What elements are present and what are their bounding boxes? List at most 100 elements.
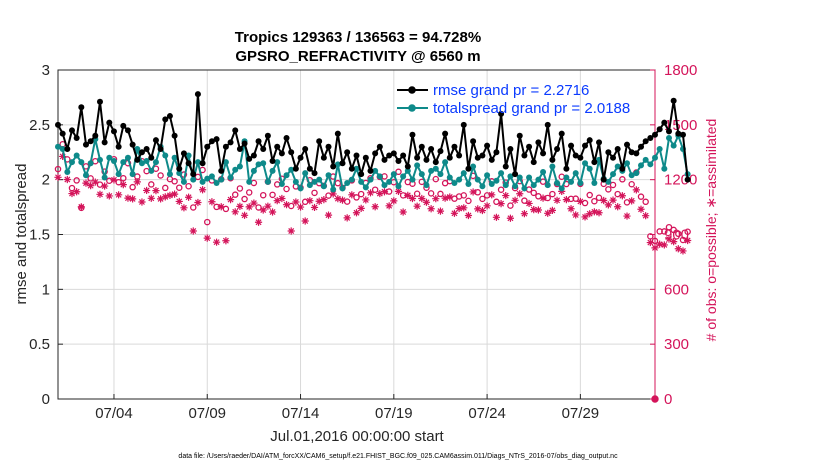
rmse-point bbox=[670, 97, 677, 104]
obs-possible-marker bbox=[497, 186, 505, 193]
rmse-point bbox=[59, 130, 66, 137]
rmse-point bbox=[437, 148, 444, 155]
obs-possible-marker bbox=[241, 195, 248, 203]
obs-assimilated-marker bbox=[63, 175, 71, 184]
totalspread-point bbox=[185, 152, 192, 159]
obs-assimilated-marker bbox=[511, 196, 519, 204]
rmse-point bbox=[213, 136, 220, 143]
rmse-point bbox=[106, 119, 113, 126]
obs-assimilated-marker bbox=[59, 152, 67, 161]
obs-possible-marker bbox=[301, 198, 309, 206]
obs-assimilated-marker bbox=[124, 194, 132, 202]
rmse-point bbox=[684, 176, 691, 183]
rmse-point bbox=[92, 132, 99, 139]
y-tick-label-right: 600 bbox=[664, 281, 689, 298]
legend: rmse grand pr = 2.2716 totalspread grand… bbox=[397, 82, 630, 117]
obs-possible-marker bbox=[661, 228, 668, 235]
obs-assimilated-marker bbox=[240, 211, 249, 219]
totalspread-point bbox=[432, 165, 439, 172]
rmse-point bbox=[479, 152, 486, 159]
rmse-line bbox=[57, 93, 689, 181]
rmse-point bbox=[236, 145, 243, 152]
obs-possible-marker bbox=[120, 174, 127, 182]
x-tick-label: 07/09 bbox=[188, 405, 226, 422]
y-axis-label-left: rmse and totalspread bbox=[13, 164, 30, 305]
obs-possible-marker bbox=[162, 184, 169, 192]
y-tick-label-left: 1 bbox=[42, 281, 50, 298]
obs-possible-marker bbox=[334, 179, 342, 187]
rmse-point bbox=[68, 127, 75, 134]
legend-marker-spread bbox=[408, 104, 416, 112]
obs-assimilated-marker bbox=[77, 203, 85, 211]
obs-possible-marker bbox=[605, 186, 612, 193]
obs-assimilated-marker bbox=[530, 206, 538, 214]
obs-assimilated-marker bbox=[147, 194, 155, 202]
rmse-point bbox=[558, 130, 565, 137]
obs-assimilated-marker bbox=[282, 201, 291, 209]
obs-assimilated-marker bbox=[544, 209, 552, 217]
rmse-point bbox=[516, 132, 523, 139]
totalspread-point bbox=[665, 134, 672, 141]
obs-possible-marker bbox=[647, 233, 654, 240]
rmse-point bbox=[204, 143, 211, 150]
obs-assimilated-marker bbox=[161, 193, 169, 201]
obs-assimilated-marker bbox=[352, 209, 361, 217]
obs-assimilated-marker bbox=[595, 209, 603, 217]
obs-assimilated-marker bbox=[292, 198, 300, 206]
totalspread-point bbox=[194, 159, 201, 166]
totalspread-point bbox=[521, 185, 528, 192]
totalspread-point bbox=[656, 145, 663, 152]
obs-assimilated-marker bbox=[101, 182, 109, 190]
x-axis: 07/04 07/09 07/14 07/19 07/24 07/29 bbox=[95, 394, 599, 422]
rmse-point bbox=[400, 152, 407, 159]
totalspread-point bbox=[577, 179, 584, 186]
rmse-point bbox=[362, 154, 369, 161]
y-tick-label-left: 1.5 bbox=[29, 227, 50, 244]
obs-possible-marker bbox=[106, 177, 113, 185]
obs-possible-marker bbox=[190, 204, 197, 211]
rmse-point bbox=[171, 132, 178, 139]
rmse-point bbox=[395, 158, 402, 165]
obs-possible-marker bbox=[395, 168, 402, 176]
totalspread-point bbox=[670, 142, 677, 149]
totalspread-point bbox=[171, 154, 178, 161]
rmse-point bbox=[185, 160, 192, 167]
totalspread-point bbox=[274, 159, 281, 166]
rmse-point bbox=[568, 142, 575, 149]
totalspread-point bbox=[437, 171, 444, 178]
totalspread-point bbox=[138, 160, 145, 167]
obs-possible-marker bbox=[427, 190, 435, 197]
obs-possible-marker bbox=[176, 184, 183, 191]
rmse-point bbox=[451, 143, 458, 150]
rmse-point bbox=[638, 143, 645, 150]
obs-assimilated-marker bbox=[87, 182, 95, 190]
totalspread-point bbox=[605, 178, 612, 185]
rmse-point bbox=[311, 170, 318, 177]
totalspread-point bbox=[582, 160, 589, 167]
x-tick-label: 07/24 bbox=[468, 405, 506, 422]
totalspread-point bbox=[260, 160, 267, 167]
y-tick-label-right: 300 bbox=[664, 336, 689, 353]
obs-possible-marker bbox=[460, 192, 468, 199]
totalspread-point bbox=[381, 182, 388, 189]
totalspread-point bbox=[227, 174, 234, 181]
rmse-point bbox=[521, 152, 528, 159]
obs-possible-marker bbox=[619, 176, 626, 183]
obs-assimilated-marker bbox=[581, 213, 589, 221]
totalspread-point bbox=[530, 182, 537, 189]
rmse-point bbox=[577, 154, 584, 161]
obs-assimilated-marker bbox=[418, 194, 426, 203]
rmse-point bbox=[250, 152, 257, 159]
obs-assimilated-marker bbox=[422, 198, 431, 206]
obs-assimilated-marker bbox=[301, 217, 309, 225]
obs-assimilated-marker bbox=[245, 203, 253, 211]
rmse-point bbox=[628, 149, 635, 156]
rmse-point bbox=[152, 137, 159, 144]
totalspread-point bbox=[68, 159, 75, 166]
obs-assimilated-marker bbox=[315, 197, 323, 205]
totalspread-point bbox=[470, 163, 477, 170]
obs-assimilated-marker bbox=[394, 187, 403, 195]
y-tick-label-right: 1800 bbox=[664, 62, 697, 79]
obs-assimilated-marker bbox=[464, 211, 473, 220]
obs-assimilated-marker bbox=[674, 245, 682, 253]
